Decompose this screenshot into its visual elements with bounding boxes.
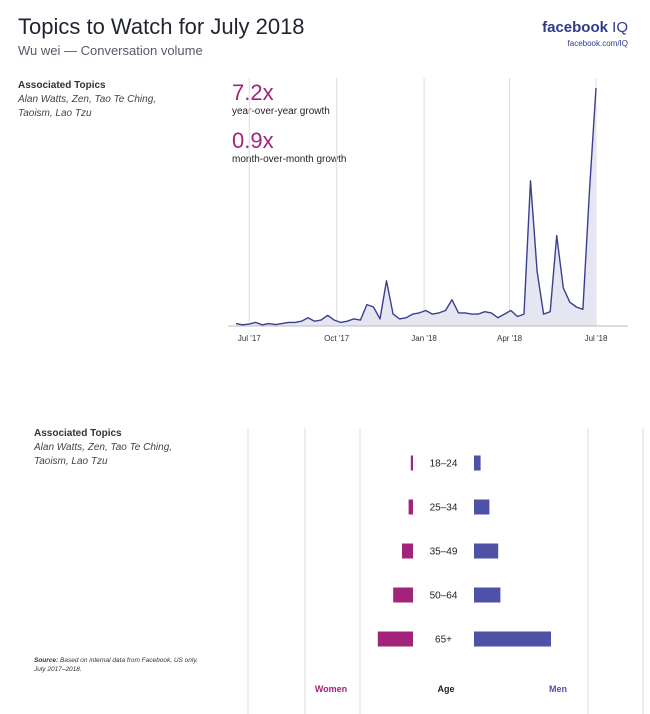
x-tick-label: Jul '18 <box>585 334 608 343</box>
page-title: Topics to Watch for July 2018 <box>18 14 305 39</box>
area-fill <box>236 88 596 326</box>
mom-label: month-over-month growth <box>232 154 347 165</box>
page-subtitle: Wu wei — Conversation volume <box>18 43 203 58</box>
x-tick-label: Apr '18 <box>497 334 523 343</box>
age-category-label: 50–64 <box>430 591 458 602</box>
age-category-label: 35–49 <box>430 547 458 558</box>
brand-logo[interactable]: facebook IQ <box>542 19 628 36</box>
women-bar <box>410 455 413 471</box>
women-bar <box>402 543 413 559</box>
brand-iq: IQ <box>612 19 628 36</box>
yoy-metric: 7.2x year-over-year growth <box>232 80 330 117</box>
legend-women: Women <box>315 684 347 694</box>
brand-url[interactable]: facebook.com/IQ <box>567 39 628 48</box>
women-bar <box>393 587 413 603</box>
mom-value: 0.9x <box>232 128 274 153</box>
men-bar <box>474 543 499 559</box>
source-label: Source: <box>34 657 59 664</box>
associated-topics-heading: Associated Topics <box>34 428 122 439</box>
yoy-label: year-over-year growth <box>232 106 330 117</box>
men-bar <box>474 499 490 515</box>
age-category-label: 18–24 <box>430 459 458 470</box>
men-bar <box>474 455 481 471</box>
yoy-value: 7.2x <box>232 80 274 105</box>
associated-topics-top: Associated Topics Alan Watts, Zen, Tao T… <box>18 80 168 121</box>
source-note: Source: Based on internal data from Face… <box>34 656 204 674</box>
associated-topics-heading: Associated Topics <box>18 80 106 91</box>
x-tick-label: Oct '17 <box>324 334 350 343</box>
brand-main: facebook <box>542 19 608 36</box>
mom-metric: 0.9x month-over-month growth <box>232 128 347 165</box>
series-line <box>235 87 597 326</box>
axis-label-age: Age <box>437 684 454 694</box>
women-bar <box>408 499 413 515</box>
associated-topics-list: Alan Watts, Zen, Tao Te Ching, Taoism, L… <box>18 94 157 119</box>
men-bar <box>474 631 551 647</box>
age-category-label: 25–34 <box>430 503 458 514</box>
x-tick-label: Jan '18 <box>411 334 437 343</box>
legend-men: Men <box>549 684 567 694</box>
women-bar <box>377 631 413 647</box>
volume-line-chart: Jul '17 Oct '17 Jan '18 Apr '18 Jul '18 <box>228 78 628 343</box>
x-tick-label: Jul '17 <box>238 334 261 343</box>
associated-topics-list: Alan Watts, Zen, Tao Te Ching, Taoism, L… <box>34 442 173 467</box>
age-category-label: 65+ <box>435 635 452 646</box>
men-bar <box>474 587 501 603</box>
source-text: Based on internal data from Facebook, US… <box>34 657 198 673</box>
associated-topics-bottom: Associated Topics Alan Watts, Zen, Tao T… <box>34 428 184 469</box>
age-gender-bar-chart: 18–24 25–34 35–49 50–64 65+ Women Age Men <box>247 428 644 714</box>
